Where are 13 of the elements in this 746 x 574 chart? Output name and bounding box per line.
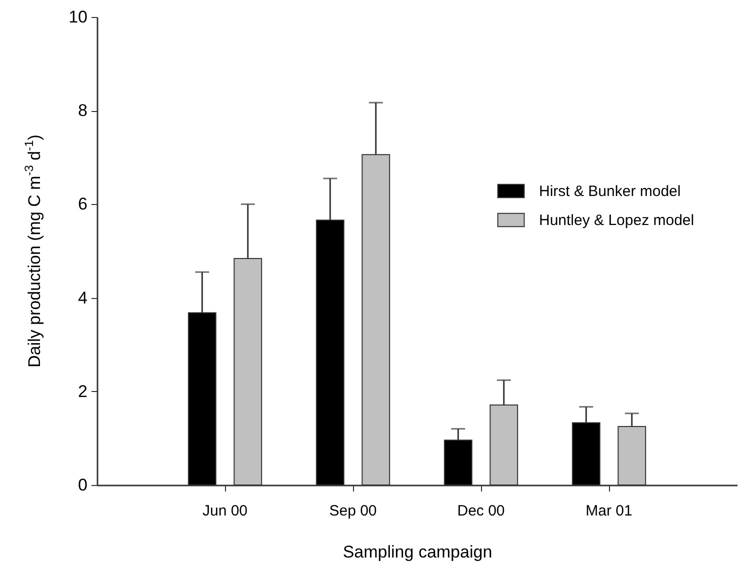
- y-tick-label: 6: [78, 194, 88, 214]
- legend-label: Huntley & Lopez model: [539, 212, 694, 229]
- x-tick-label: Sep 00: [329, 502, 377, 520]
- y-tick-label: 8: [78, 101, 88, 120]
- y-tick-label: 4: [78, 288, 88, 308]
- x-axis-title: Sampling campaign: [342, 542, 492, 562]
- y-tick-label: 10: [68, 8, 88, 26]
- legend-label: Hirst & Bunker model: [539, 183, 681, 200]
- y-tick-label: 0: [78, 476, 88, 494]
- x-tick-label: Jun 00: [202, 502, 248, 520]
- x-tick-label: Mar 01: [586, 502, 632, 520]
- y-tick-label: 2: [78, 382, 88, 401]
- x-tick-label: Dec 00: [457, 502, 505, 520]
